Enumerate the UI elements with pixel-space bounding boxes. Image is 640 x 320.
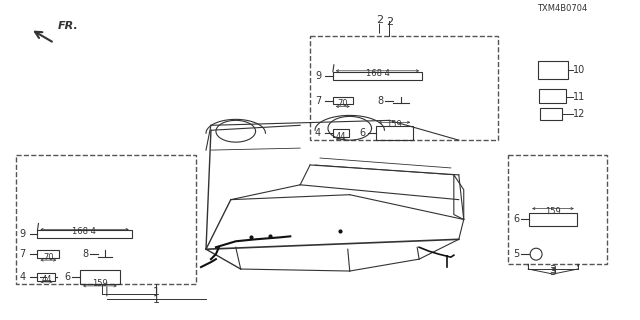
Text: 5: 5 — [513, 249, 520, 259]
Text: 8: 8 — [82, 249, 88, 259]
Text: 10: 10 — [573, 65, 585, 75]
Bar — [539, 89, 566, 103]
Text: 1: 1 — [153, 287, 160, 297]
Bar — [538, 61, 568, 79]
Text: 159: 159 — [387, 120, 402, 129]
Bar — [508, 155, 607, 264]
Text: 168 4: 168 4 — [72, 228, 96, 236]
Text: 9: 9 — [315, 71, 321, 81]
Bar — [540, 108, 562, 120]
Text: 44: 44 — [41, 275, 52, 284]
Bar — [38, 230, 132, 238]
Text: 70: 70 — [43, 253, 54, 262]
Bar — [333, 72, 422, 80]
Bar — [38, 250, 60, 258]
Text: 7: 7 — [315, 96, 321, 106]
Text: 168 4: 168 4 — [365, 69, 389, 78]
Bar — [333, 129, 349, 137]
Text: 159: 159 — [545, 207, 561, 216]
Bar — [376, 126, 413, 140]
Text: FR.: FR. — [58, 21, 78, 31]
Text: 8: 8 — [378, 96, 383, 106]
Text: 6: 6 — [513, 214, 520, 224]
Text: 1: 1 — [153, 295, 160, 305]
Text: 6: 6 — [64, 272, 70, 282]
Text: TXM4B0704: TXM4B0704 — [538, 4, 588, 13]
Bar — [310, 36, 499, 140]
Text: 4: 4 — [315, 128, 321, 138]
Text: 9: 9 — [20, 229, 26, 239]
Bar — [38, 273, 55, 281]
Text: 3: 3 — [550, 265, 556, 275]
Text: 7: 7 — [20, 249, 26, 259]
Bar — [15, 155, 196, 284]
Text: 6: 6 — [360, 128, 366, 138]
Text: 2: 2 — [386, 17, 393, 27]
Text: 159: 159 — [92, 279, 108, 288]
Text: 3: 3 — [550, 267, 556, 277]
Text: 44: 44 — [335, 132, 346, 141]
Text: 11: 11 — [573, 92, 585, 101]
Text: 4: 4 — [20, 272, 26, 282]
Bar — [529, 212, 577, 227]
Bar — [333, 97, 353, 105]
Text: 70: 70 — [337, 100, 348, 108]
Text: 2: 2 — [376, 15, 383, 25]
Text: 12: 12 — [573, 109, 585, 119]
Bar — [80, 270, 120, 284]
